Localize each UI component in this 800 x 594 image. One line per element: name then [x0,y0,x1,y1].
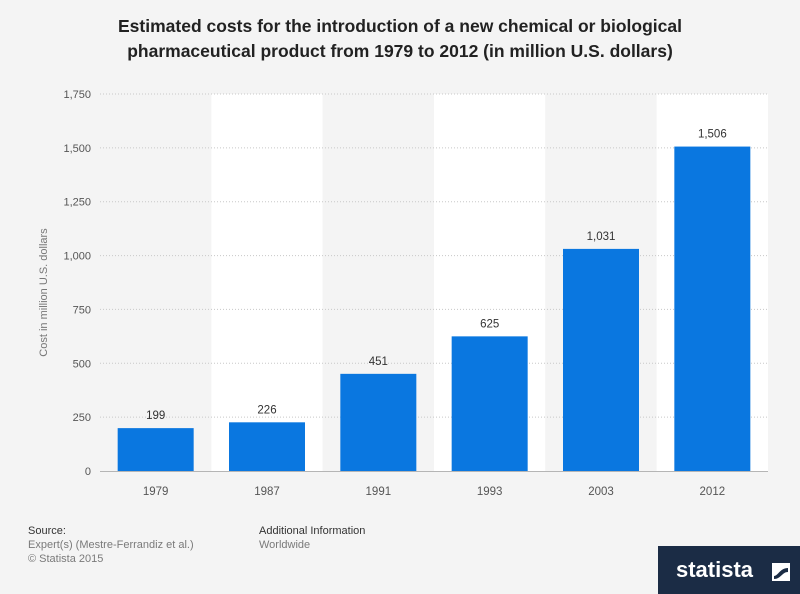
y-axis-label: Cost in million U.S. dollars [38,228,50,357]
bar [229,422,305,471]
x-tick-label: 2003 [588,486,614,498]
statista-flag-icon [772,563,790,581]
y-tick-label: 250 [73,412,91,424]
source-text: Expert(s) (Mestre-Ferrandiz et al.) [28,539,194,551]
y-tick-label: 1,250 [63,197,91,209]
bar [340,373,417,471]
additional-info-text: Worldwide [259,539,311,551]
x-tick-label: 1993 [477,486,503,498]
y-tick-label: 1,500 [63,143,91,155]
plot-band [100,94,212,471]
x-tick-label: 1991 [366,486,392,498]
additional-info-heading: Additional Information [259,525,366,537]
bar [563,248,639,471]
bar-value-label: 1,506 [698,129,727,141]
bar [674,146,751,471]
chart-title: Estimated costs for the introduction of … [0,14,800,64]
bar [117,428,194,471]
y-tick-label: 500 [73,358,91,370]
y-tick-label: 1,750 [63,89,91,101]
source-heading: Source: [28,525,66,537]
source-block: Source: Expert(s) (Mestre-Ferrandiz et a… [28,524,194,566]
copyright-text: © Statista 2015 [28,553,104,565]
plot-band [211,94,323,471]
y-tick-label: 0 [85,466,91,478]
bar [451,336,528,471]
statista-logo-text: statista [676,557,754,582]
x-tick-label: 2012 [700,486,726,498]
x-tick-label: 1979 [143,486,169,498]
chart-title-line-2: pharmaceutical product from 1979 to 2012… [127,41,673,61]
y-tick-label: 750 [73,304,91,316]
bar-value-label: 226 [257,404,276,416]
bar-value-label: 199 [146,410,165,422]
additional-info-block: Additional Information Worldwide [259,524,365,552]
y-tick-label: 1,000 [63,251,91,263]
chart-title-line-1: Estimated costs for the introduction of … [118,16,682,36]
bar-value-label: 1,031 [587,231,616,243]
bar-value-label: 625 [480,318,499,330]
statista-logo: statista [658,546,800,594]
bar-value-label: 451 [369,356,388,368]
x-tick-label: 1987 [254,486,280,498]
